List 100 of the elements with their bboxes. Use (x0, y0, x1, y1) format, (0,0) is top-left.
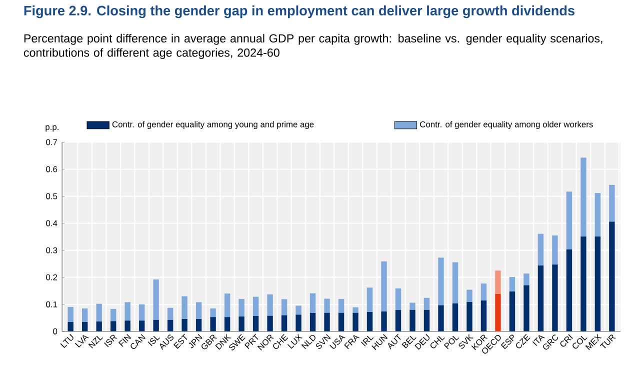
bar (68, 322, 74, 332)
bar (296, 306, 302, 314)
x-tick-label: POL (444, 336, 460, 350)
chart-title: Figure 2.9. Closing the gender gap in employment can deliver large growth dividends (24, 5, 574, 18)
bar (410, 310, 416, 332)
bar (552, 235, 558, 264)
x-tick-label: NLD (301, 334, 316, 349)
bar (410, 302, 416, 310)
bar (153, 320, 159, 332)
bar (609, 222, 615, 332)
bar (395, 310, 402, 332)
bar (224, 293, 230, 317)
y-tick-label: 0.2 (46, 274, 58, 280)
bar (238, 298, 244, 316)
bar (495, 294, 501, 332)
bar (324, 298, 330, 313)
x-tick-label: LVA (74, 335, 89, 348)
x-tick-label: USA (330, 335, 346, 349)
y-tick-label: 0 (53, 328, 58, 334)
x-tick-label: FRA (344, 335, 360, 349)
x-tick-label: BEL (402, 336, 416, 348)
bar (480, 300, 487, 332)
bar (509, 291, 516, 332)
bar (324, 312, 330, 332)
x-tick-label: ISL (148, 336, 160, 346)
bar (110, 320, 116, 332)
bar (466, 290, 472, 302)
y-axis-title: p.p. (46, 125, 58, 132)
bar (366, 287, 373, 312)
x-tick-label: ITA (532, 335, 545, 346)
bar (267, 316, 273, 332)
bar (96, 304, 102, 322)
bar (524, 285, 530, 332)
bar (594, 236, 601, 332)
bar (281, 315, 288, 332)
bar (580, 236, 586, 332)
bar (296, 314, 302, 332)
chart-subtitle: Percentage point difference in average annual GDP per capita growth: baseline vs. gender equality scenarios, contributions of different age categories, 2024-60 (24, 34, 602, 59)
bar (552, 264, 558, 332)
bar (452, 262, 458, 304)
bar (566, 192, 572, 250)
bar (538, 234, 544, 266)
bar (252, 296, 259, 316)
bar (196, 302, 202, 319)
bar (182, 296, 188, 319)
bar (138, 320, 145, 332)
bar (594, 192, 601, 236)
bar (110, 308, 116, 321)
y-tick-label: 0.1 (46, 301, 58, 308)
bar (281, 299, 288, 316)
bar (210, 308, 216, 317)
bar (338, 312, 344, 332)
y-tick-label: 0.5 (46, 193, 58, 200)
y-tick-label: 0.7 (46, 139, 58, 146)
bar (267, 294, 273, 316)
bar (238, 316, 244, 332)
bar (524, 273, 530, 286)
x-tick-label: IRL (361, 336, 374, 346)
bar (452, 303, 458, 332)
bar (196, 318, 202, 332)
bar (538, 265, 544, 332)
bar (153, 279, 159, 320)
bar (395, 288, 402, 310)
bar (509, 276, 516, 292)
bar (480, 283, 487, 300)
bar (424, 310, 430, 332)
bar (352, 312, 358, 332)
legend-label: Contr. of gender equality among older workers (420, 121, 593, 129)
bar (352, 307, 358, 313)
bar (167, 320, 174, 332)
x-tick-label: ISR (104, 334, 118, 347)
x-tick-label: TUR (600, 334, 616, 348)
bar (338, 298, 344, 313)
bar (182, 318, 188, 332)
bar (210, 316, 216, 332)
y-tick-label: 0.6 (46, 166, 58, 172)
bar (124, 320, 130, 332)
bar (381, 261, 387, 312)
bar (252, 316, 259, 332)
x-tick-label: CHL (430, 336, 445, 348)
legend-label: Contr. of gender equality among young and prime age (112, 121, 314, 129)
bar (580, 158, 586, 236)
bar (381, 311, 387, 332)
bar (495, 270, 501, 294)
x-tick-label: CRI (560, 334, 573, 347)
y-tick-label: 0.3 (46, 247, 58, 254)
bar (424, 298, 430, 310)
x-tick-label: LTU (60, 334, 74, 348)
bar (310, 293, 316, 313)
bar (96, 321, 102, 332)
bar (609, 184, 615, 222)
bar (124, 302, 130, 320)
bar (438, 257, 444, 306)
bar (82, 308, 88, 322)
x-tick-label: FIN (118, 334, 132, 347)
y-tick-label: 0.4 (46, 220, 58, 226)
bar (82, 322, 88, 332)
bar (566, 249, 572, 332)
bar (224, 316, 230, 332)
bar (366, 312, 373, 332)
